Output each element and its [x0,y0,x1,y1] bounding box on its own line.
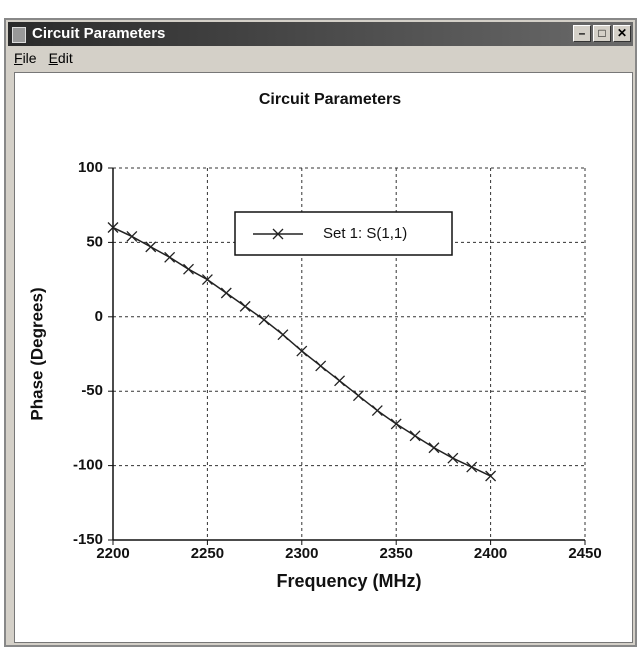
window-title: Circuit Parameters [32,25,166,42]
data-point [126,230,138,242]
data-point [390,418,402,430]
data-point [258,314,270,326]
y-tick-label: 100 [78,159,103,176]
data-point [428,442,440,454]
y-tick-label: -150 [73,531,103,548]
menu-bar: File Edit [8,48,633,68]
minimize-button[interactable]: – [573,25,591,42]
data-point [220,287,232,299]
menu-item[interactable]: File [14,50,37,66]
x-tick-label: 2200 [96,545,129,562]
data-point [296,345,308,357]
y-tick-label: 50 [86,233,103,250]
x-tick-label: 2250 [191,545,224,562]
data-point [183,263,194,275]
x-tick-label: 2350 [380,545,413,562]
maximize-button[interactable]: □ [593,25,611,42]
data-point [409,430,421,442]
window: Circuit Parameters – □ ✕ File Edit [4,18,637,647]
x-tick-label: 2400 [474,545,507,562]
x-axis-label: Frequency (MHz) [276,571,421,591]
data-point [107,222,119,233]
data-point [466,461,478,473]
y-tick-label: -100 [73,457,103,474]
y-tick-label: 0 [95,308,103,325]
y-axis-label: Phase (Degrees) [27,287,46,420]
legend-label: Set 1: S(1,1) [323,225,407,242]
data-point [485,470,497,482]
legend-marker [272,228,284,240]
data-point [334,375,346,387]
data-point [201,274,213,286]
data-point [371,405,383,417]
data-point [447,452,459,464]
data-point [239,300,251,312]
close-button[interactable]: ✕ [613,25,631,42]
menu-item[interactable]: Edit [48,50,73,66]
x-tick-label: 2300 [285,545,318,562]
data-point [315,360,327,372]
app-icon [12,27,26,43]
data-point [277,329,289,341]
x-tick-label: 2450 [568,545,601,562]
data-point [164,251,176,263]
data-point [145,241,157,253]
title-bar: Circuit Parameters – □ ✕ [8,22,633,46]
data-point [352,390,364,402]
chart-area [14,72,633,643]
y-tick-label: -50 [81,382,103,399]
chart-title: Circuit Parameters [259,91,401,108]
